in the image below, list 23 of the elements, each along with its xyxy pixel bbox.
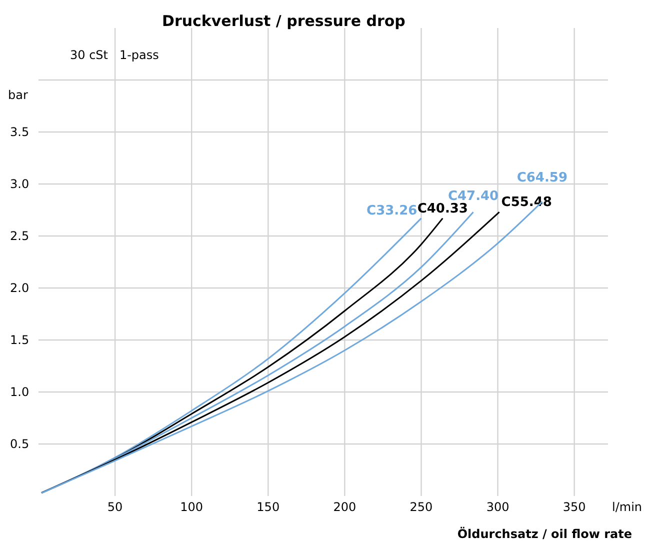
y-tick-label: 1.0: [10, 385, 30, 399]
series-label: C33.26: [366, 203, 418, 218]
x-tick-label: 300: [486, 500, 510, 514]
series-label: C40.33: [417, 201, 468, 216]
x-tick-label: 150: [256, 500, 280, 514]
x-tick-label: 200: [333, 500, 356, 514]
x-tick-label: 250: [410, 500, 433, 514]
y-tick-label: 3.0: [10, 177, 30, 191]
y-tick-label: 2.0: [10, 281, 30, 295]
x-axis-title: Öldurchsatz / oil flow rate: [457, 526, 632, 541]
x-tick-label: 100: [180, 500, 204, 514]
chart-subtitle: 30 cSt 1-pass: [70, 48, 159, 62]
y-tick-label: 1.5: [10, 333, 30, 347]
y-tick-label: 0.5: [10, 437, 30, 451]
text: l/min: [612, 500, 642, 514]
chart-title: Druckverlust / pressure drop: [162, 12, 406, 30]
y-tick-label: 2.5: [10, 229, 30, 243]
y-axis-title: bar: [8, 88, 28, 102]
series-label: C55.48: [501, 195, 552, 210]
x-tick-label: 350: [562, 500, 586, 514]
y-tick-label: 3.5: [10, 125, 30, 139]
series-label: C64.59: [516, 170, 568, 186]
x-tick-label: 50: [107, 500, 123, 514]
